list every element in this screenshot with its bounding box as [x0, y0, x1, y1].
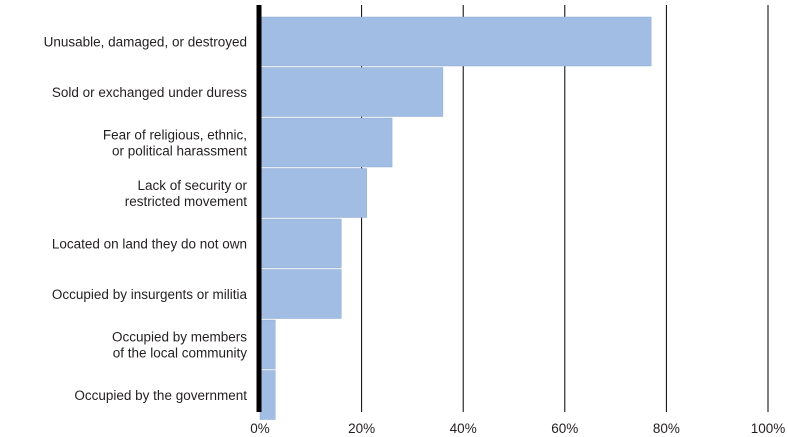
bar [259, 117, 393, 168]
category-label: Unusable, damaged, or destroyed [44, 35, 247, 50]
bar [259, 370, 276, 420]
x-tick-label: 0% [250, 421, 270, 436]
bar [259, 16, 652, 67]
bars [259, 16, 652, 420]
x-tick-label: 60% [551, 421, 578, 436]
bar [259, 218, 342, 269]
x-tick-label: 100% [751, 421, 786, 436]
category-label-line: Fear of religious, ethnic, [103, 128, 247, 143]
x-tick-label: 20% [348, 421, 375, 436]
category-label-line: Located on land they do not own [52, 237, 247, 252]
category-label-line: of the local community [113, 346, 248, 361]
category-label: Sold or exchanged under duress [52, 85, 247, 100]
category-label-line: restricted movement [125, 194, 248, 209]
category-label: Fear of religious, ethnic, or political h… [103, 128, 247, 159]
category-label: Occupied by members of the local communit… [112, 330, 247, 361]
category-label: Occupied by insurgents or militia [52, 287, 248, 302]
bar [259, 319, 276, 370]
gridlines [361, 5, 769, 412]
category-label-line: Unusable, damaged, or destroyed [44, 35, 247, 50]
category-labels: Unusable, damaged, or destroyed Sold or e… [44, 35, 248, 404]
category-label-line: Lack of security or [137, 178, 247, 193]
x-tick-label: 80% [653, 421, 680, 436]
bar [259, 269, 342, 319]
category-label-line: Occupied by insurgents or militia [52, 287, 248, 302]
x-tick-label: 40% [450, 421, 477, 436]
category-label-line: Occupied by the government [74, 388, 247, 403]
category-label: Occupied by the government [74, 388, 247, 403]
bar [259, 67, 444, 117]
category-label-line: Occupied by members [112, 330, 247, 345]
category-label: Located on land they do not own [52, 237, 247, 252]
bar [259, 168, 367, 218]
category-label: Lack of security or restricted movement [125, 178, 248, 209]
category-label-line: or political harassment [112, 144, 247, 159]
x-tick-labels: 0% 20% 40% 60% 80% 100% [250, 421, 785, 436]
category-label-line: Sold or exchanged under duress [52, 85, 247, 100]
